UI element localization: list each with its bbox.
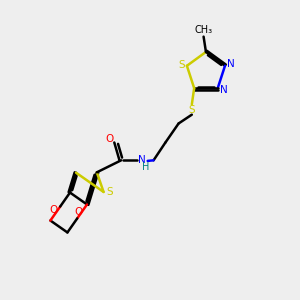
Text: O: O [105,134,113,143]
Text: N: N [220,85,227,94]
Text: S: S [188,105,195,115]
Text: H: H [142,162,150,172]
Text: S: S [178,60,185,70]
Text: CH₃: CH₃ [194,25,213,35]
Text: O: O [50,205,58,215]
Text: S: S [107,187,113,197]
Text: N: N [139,155,146,165]
Text: O: O [75,207,83,217]
Text: N: N [227,59,235,69]
